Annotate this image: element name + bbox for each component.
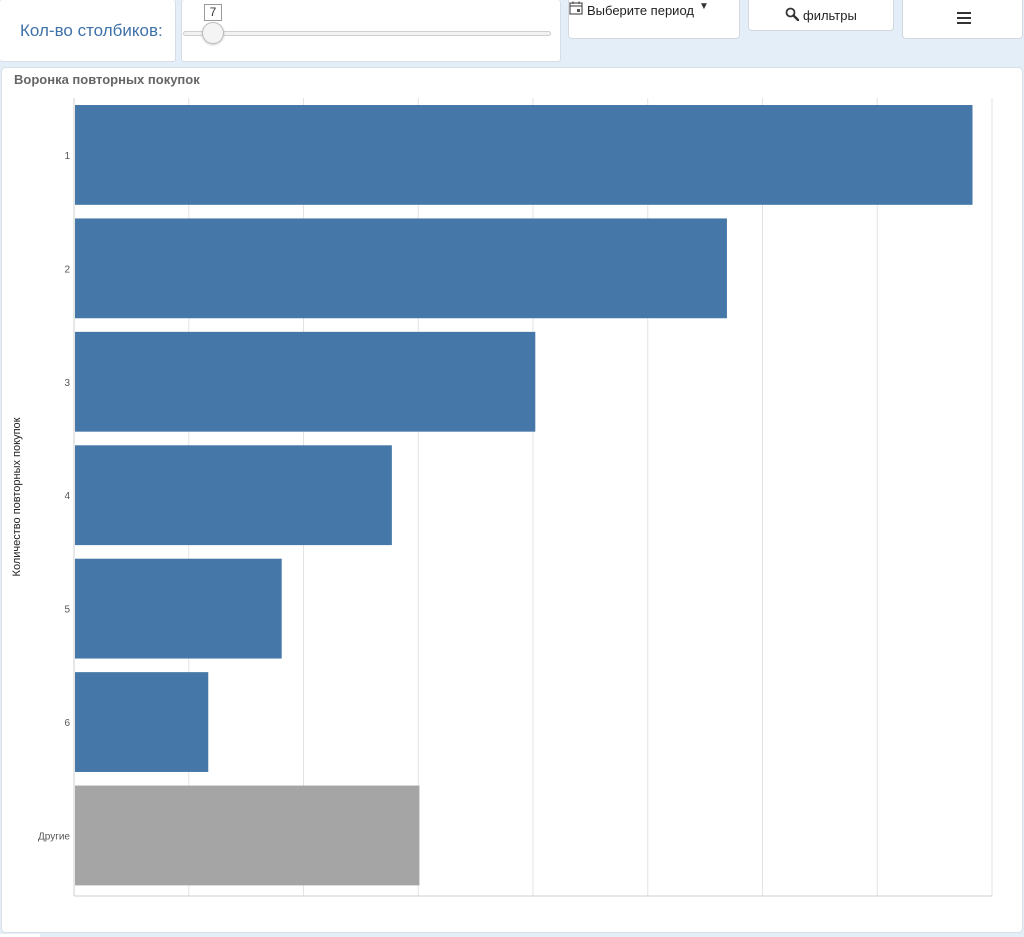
chevron-down-icon: ▼ bbox=[699, 1, 709, 12]
bar-chart: 1 2 3 4 5 6 Другие Количество повторных покупок bbox=[11, 98, 993, 897]
magnifier-icon bbox=[785, 7, 800, 24]
bar-count-slider-track[interactable] bbox=[183, 31, 551, 36]
y-tick-label: 6 bbox=[64, 718, 70, 729]
bar-count-slider-handle[interactable] bbox=[202, 22, 224, 44]
bar[interactable] bbox=[75, 672, 209, 772]
bar[interactable] bbox=[75, 785, 420, 886]
period-select-button[interactable]: Выберите период ▼ bbox=[568, 0, 740, 39]
y-tick-label: 3 bbox=[64, 378, 70, 389]
filters-button[interactable]: фильтры bbox=[748, 0, 894, 31]
y-tick-label: 4 bbox=[64, 491, 70, 502]
menu-button[interactable] bbox=[902, 0, 1023, 39]
y-axis-title: Количество повторных покупок bbox=[11, 417, 23, 576]
bar-count-label: Кол-во столбиков: bbox=[20, 21, 163, 40]
bottom-scroll-indicator bbox=[0, 934, 40, 937]
slider-value-badge: 7 bbox=[204, 4, 222, 21]
bar[interactable] bbox=[75, 105, 973, 205]
chart-title: Воронка повторных покупок bbox=[14, 72, 200, 87]
y-tick-label: 1 bbox=[64, 151, 70, 162]
bar[interactable] bbox=[75, 558, 282, 659]
bar-count-panel: Кол-во столбиков: bbox=[0, 0, 176, 62]
bar[interactable] bbox=[75, 331, 536, 432]
filters-label: фильтры bbox=[803, 8, 857, 23]
y-tick-label: 2 bbox=[64, 264, 70, 275]
calendar-icon bbox=[569, 1, 583, 18]
y-tick-label: Другие bbox=[38, 831, 70, 842]
bar[interactable] bbox=[75, 218, 727, 319]
bar[interactable] bbox=[75, 445, 392, 546]
period-select-label: Выберите период bbox=[587, 3, 694, 18]
hamburger-icon bbox=[957, 12, 971, 27]
chart-panel: Воронка повторных покупок 1 2 3 4 5 6 Другие Ко… bbox=[1, 67, 1023, 933]
bar-count-slider-panel: 7 bbox=[181, 0, 561, 62]
y-tick-label: 5 bbox=[64, 605, 70, 616]
